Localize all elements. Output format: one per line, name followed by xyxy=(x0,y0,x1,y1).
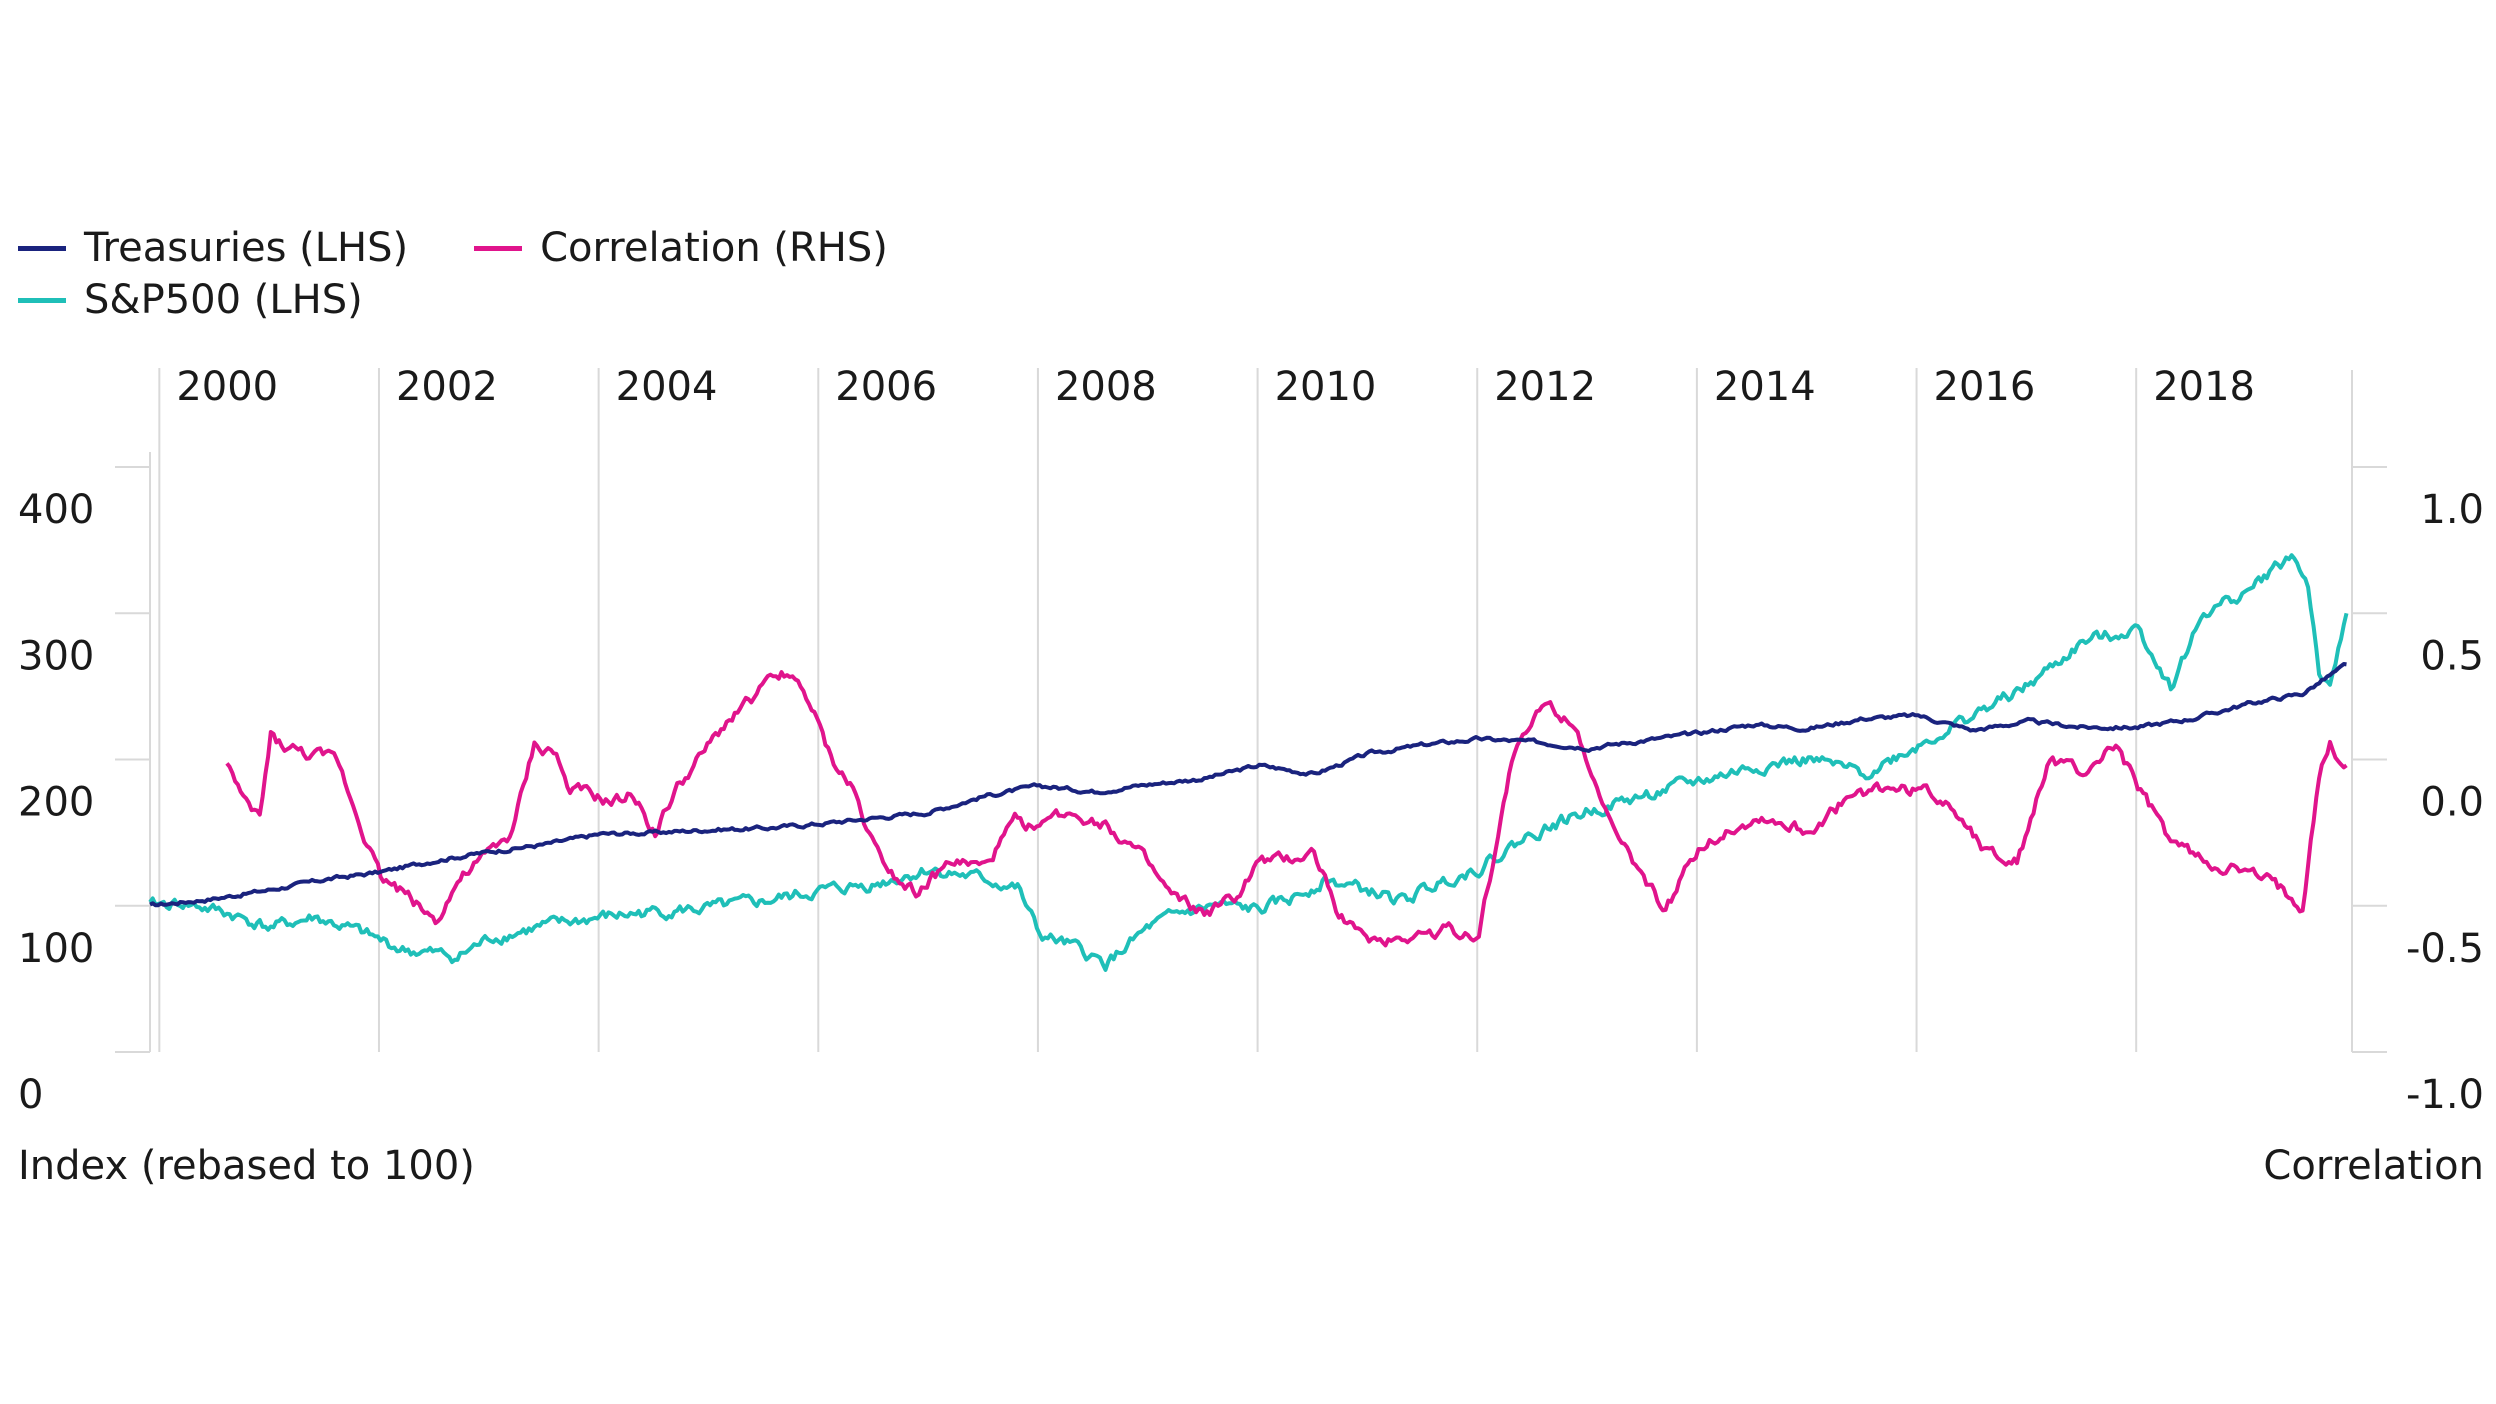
legend-row-1: Treasuries (LHS) Correlation (RHS) xyxy=(18,222,954,274)
right-tick-label: 0.0 xyxy=(2420,780,2484,826)
left-tick-label: 400 xyxy=(18,487,94,533)
series-line-treasuries xyxy=(149,662,2347,908)
x-tick-label: 2000 xyxy=(176,364,278,410)
x-tick-label: 2012 xyxy=(1494,364,1596,410)
left-tick-label: 0 xyxy=(18,1072,43,1118)
left-tick-label: 100 xyxy=(18,926,94,972)
x-tick-label: 2006 xyxy=(835,364,937,410)
right-tick-label: 1.0 xyxy=(2420,487,2484,533)
x-tick-label: 2018 xyxy=(2153,364,2255,410)
grid-lines xyxy=(158,368,2138,1052)
x-tick-label: 2010 xyxy=(1275,364,1377,410)
series-line-sp500 xyxy=(148,553,2349,972)
right-tick-label: 0.5 xyxy=(2420,633,2484,679)
legend-item-treasuries: Treasuries (LHS) xyxy=(18,222,408,274)
legend-row-2: S&P500 (LHS) xyxy=(18,274,954,326)
legend: Treasuries (LHS) Correlation (RHS) S&P50… xyxy=(18,222,954,326)
left-tick-label: 300 xyxy=(18,633,94,679)
left-axis-title: Index (rebased to 100) xyxy=(18,1143,475,1189)
x-tick-label: 2004 xyxy=(616,364,718,410)
legend-label-treasuries: Treasuries (LHS) xyxy=(84,225,409,271)
x-tick-label: 2014 xyxy=(1714,364,1816,410)
legend-swatch-sp500 xyxy=(18,297,66,303)
axes: 2000 2002 2004 2006 2008 2010 2012 2014 2016 2018… xyxy=(18,364,2484,1118)
series-line-correlation xyxy=(225,670,2348,948)
legend-item-correlation: Correlation (RHS) xyxy=(474,222,888,274)
legend-item-sp500: S&P500 (LHS) xyxy=(18,274,363,326)
legend-swatch-treasuries xyxy=(18,245,66,251)
legend-label-correlation: Correlation (RHS) xyxy=(540,225,888,271)
legend-swatch-correlation xyxy=(474,245,523,251)
series-lines xyxy=(148,553,2349,972)
left-tick-label: 200 xyxy=(18,780,94,826)
right-axis-title: Correlation xyxy=(2263,1143,2484,1189)
x-tick-label: 2002 xyxy=(396,364,498,410)
legend-label-sp500: S&P500 (LHS) xyxy=(84,277,363,323)
x-tick-label: 2016 xyxy=(1934,364,2036,410)
x-tick-label: 2008 xyxy=(1055,364,1157,410)
right-tick-label: -1.0 xyxy=(2406,1072,2484,1118)
right-tick-label: -0.5 xyxy=(2406,926,2484,972)
